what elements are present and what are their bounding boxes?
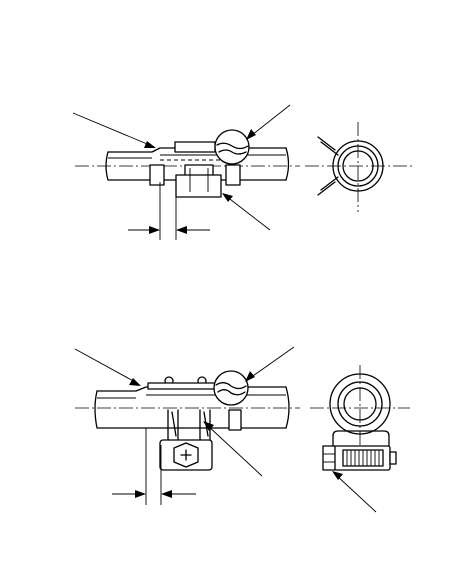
leader-arrow-icon bbox=[203, 421, 214, 431]
dimension-arrow-icon bbox=[149, 226, 160, 234]
leader-arrow-icon bbox=[129, 378, 141, 386]
leader-arrow-icon bbox=[332, 471, 343, 480]
leader-screw bbox=[335, 474, 377, 513]
leader-clamp bbox=[206, 424, 263, 477]
dimension-arrow-icon bbox=[161, 490, 172, 498]
leader-bead-detail bbox=[249, 346, 295, 379]
leader-hose-mark bbox=[74, 348, 138, 384]
hose-icon bbox=[105, 147, 290, 181]
phillips-screw-icon bbox=[173, 442, 199, 468]
panel-spring-clamp bbox=[72, 104, 412, 240]
dimension-arrow-icon bbox=[135, 490, 146, 498]
leader-clamp bbox=[225, 195, 271, 231]
screw-clamp-icon bbox=[159, 409, 242, 471]
leader-bead-detail bbox=[251, 104, 291, 136]
bead-detail-circle bbox=[213, 370, 249, 406]
dimension-arrow-icon bbox=[176, 226, 187, 234]
bead-detail-circle bbox=[214, 129, 250, 165]
leader-arrow-icon bbox=[144, 141, 156, 148]
spring-clamp-icon bbox=[149, 141, 241, 198]
end-view-screw-clamp bbox=[322, 373, 397, 471]
hose-icon bbox=[94, 386, 290, 429]
leader-arrow-icon bbox=[222, 193, 233, 202]
leader-arrow-icon bbox=[245, 371, 255, 382]
end-view-spring-clamp bbox=[317, 136, 384, 196]
panel-screw-clamp bbox=[74, 346, 410, 513]
leader-hose-mark bbox=[72, 112, 153, 147]
leader-arrow-icon bbox=[246, 129, 256, 140]
